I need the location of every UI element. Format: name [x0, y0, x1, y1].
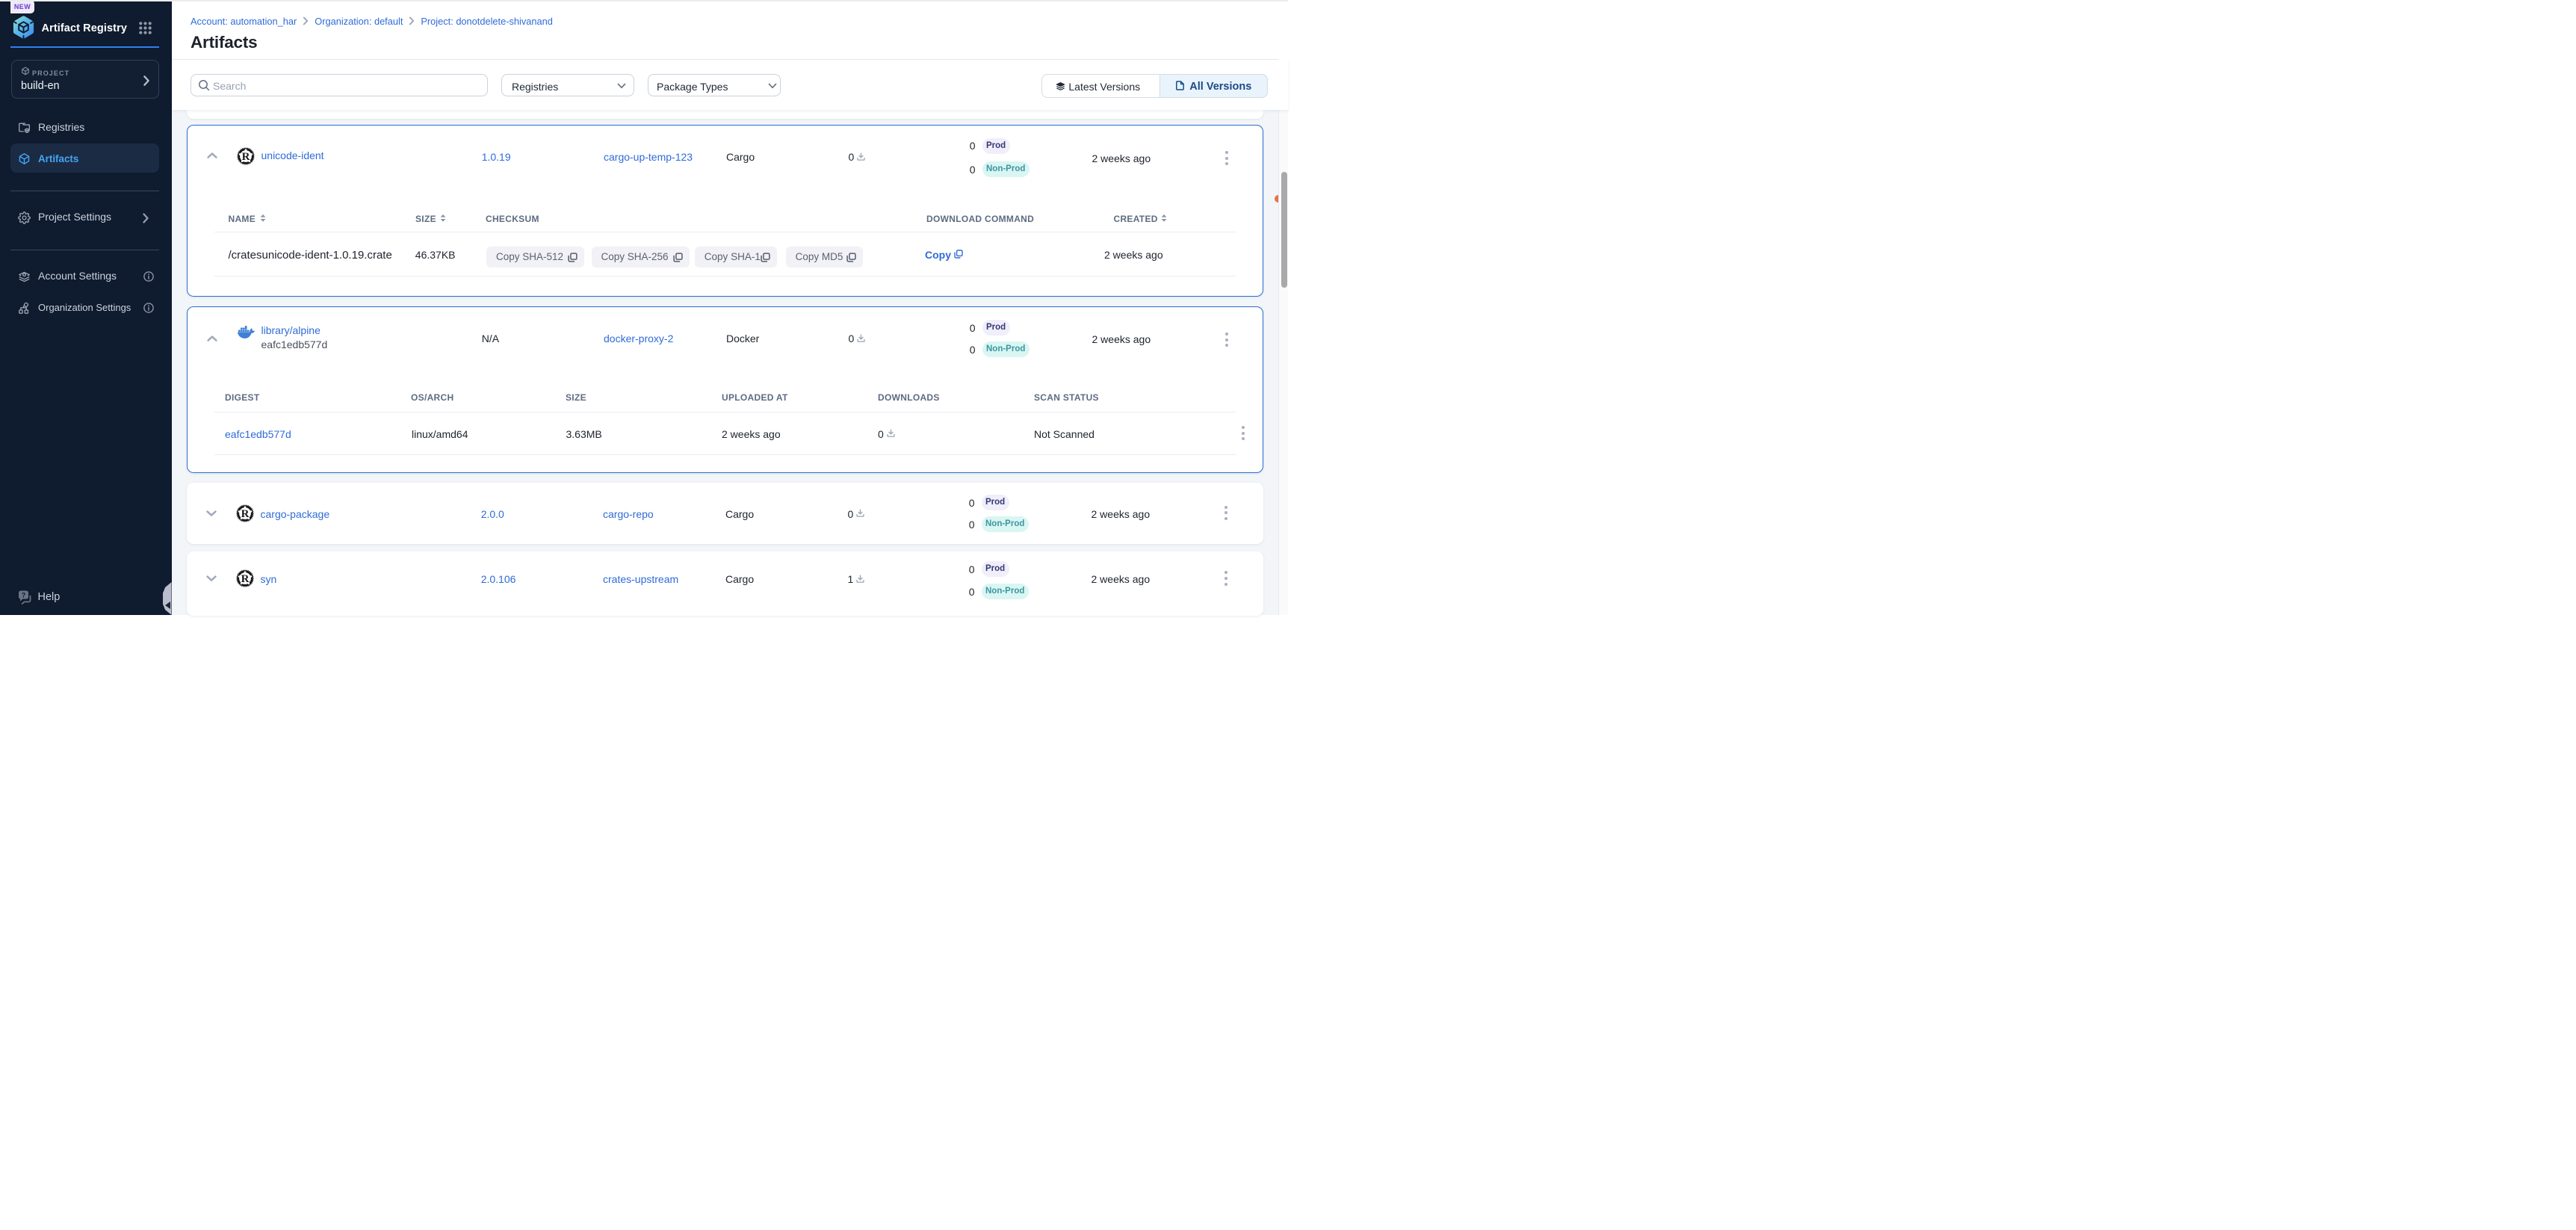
svg-text:?: ?: [21, 591, 25, 599]
